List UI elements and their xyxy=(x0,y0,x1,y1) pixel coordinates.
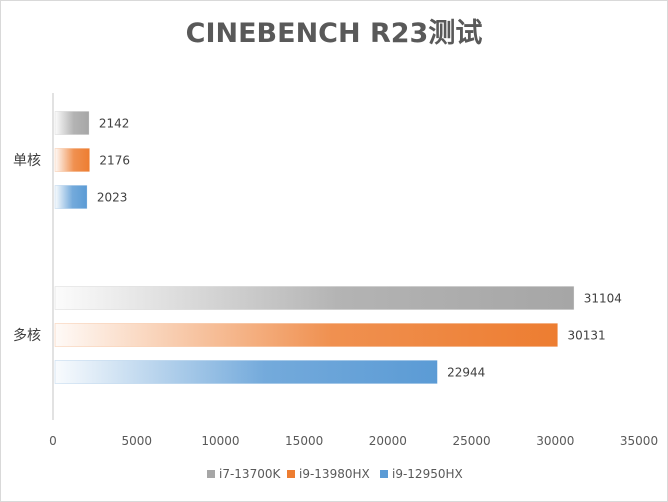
x-tick-label-35000: 35000 xyxy=(620,434,658,448)
data-label-i9-12950hx-cat1: 22944 xyxy=(447,366,485,380)
bar-i9-13980hx-cat0 xyxy=(54,148,90,172)
legend-swatch-i9-12950hx xyxy=(380,470,388,478)
bar-i9-13980hx-cat1 xyxy=(54,323,558,347)
x-tick-label-5000: 5000 xyxy=(121,434,152,448)
x-tick-label-15000: 15000 xyxy=(285,434,323,448)
bar-i9-12950hx-cat1 xyxy=(54,360,438,384)
data-label-i7-13700k-cat1: 31104 xyxy=(584,292,622,306)
bar-i7-13700k-cat1 xyxy=(54,286,575,310)
data-label-i7-13700k-cat0: 2142 xyxy=(99,117,130,131)
legend-label-i9-13980hx: i9-13980HX xyxy=(299,467,370,481)
x-tick-label-0: 0 xyxy=(49,434,57,448)
bar-i9-12950hx-cat0 xyxy=(54,185,88,209)
legend-swatch-i7-13700k xyxy=(207,470,215,478)
x-tick-label-20000: 20000 xyxy=(369,434,407,448)
data-label-i9-13980hx-cat1: 30131 xyxy=(567,329,605,343)
x-tick-label-10000: 10000 xyxy=(201,434,239,448)
chart-title: CINEBENCH R23测试 xyxy=(186,18,483,49)
data-label-i9-12950hx-cat0: 2023 xyxy=(97,191,128,205)
x-tick-label-25000: 25000 xyxy=(452,434,490,448)
legend-label-i7-13700k: i7-13700K xyxy=(219,467,281,481)
legend-swatch-i9-13980hx xyxy=(287,470,295,478)
bar-i7-13700k-cat0 xyxy=(54,111,90,135)
category-label-0: 单核 xyxy=(13,153,41,169)
data-label-i9-13980hx-cat0: 2176 xyxy=(99,154,130,168)
category-label-1: 多核 xyxy=(13,327,41,344)
x-tick-label-30000: 30000 xyxy=(536,434,574,448)
legend-label-i9-12950hx: i9-12950HX xyxy=(392,467,463,481)
